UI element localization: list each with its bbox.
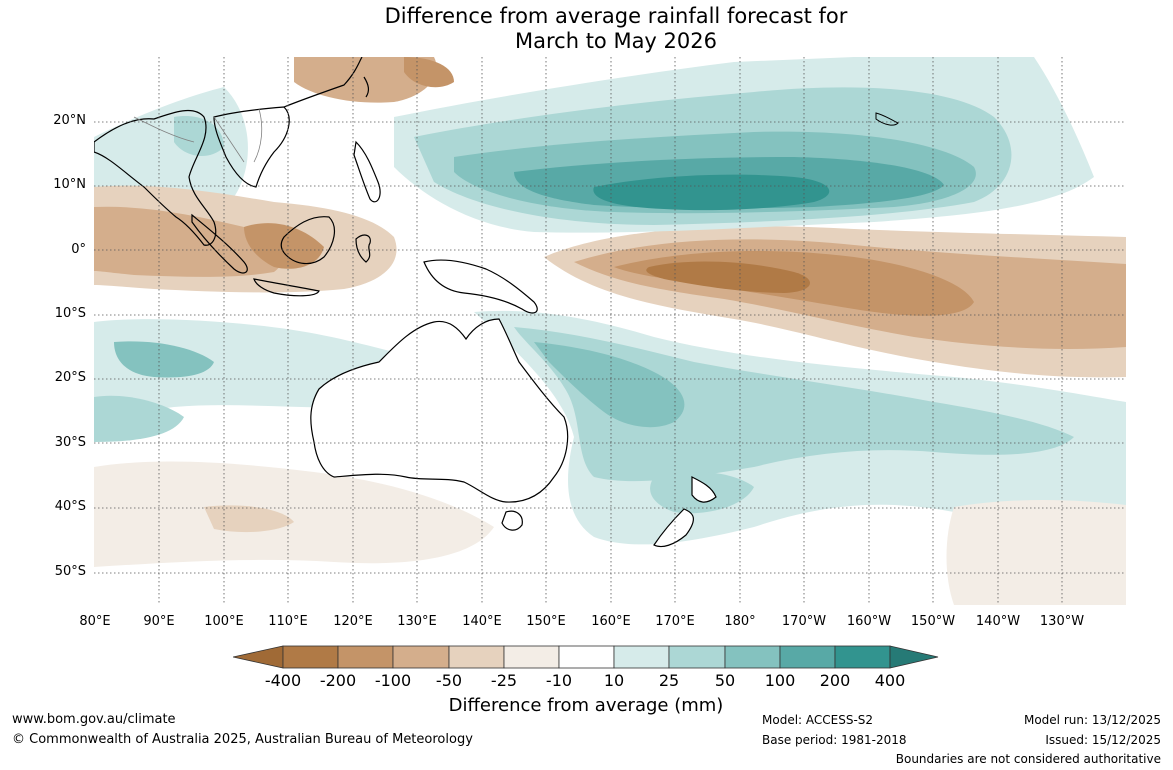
colorbar-label: 25 (658, 671, 680, 690)
rainfall-anomaly-map (94, 57, 1126, 605)
colorbar-swatch-6 (558, 645, 615, 669)
lat-label-20s: 20°S (54, 370, 86, 385)
lat-label-10n: 10°N (53, 177, 86, 192)
dry-anomaly-region-pacific (544, 226, 1126, 378)
dry-anomaly-region-southern-ocean (94, 461, 1126, 605)
lon-label-80e: 80°E (79, 614, 111, 629)
philippines-outline (353, 140, 381, 203)
lat-label-40s: 40°S (54, 499, 86, 514)
colorbar-swatch-3 (392, 645, 450, 669)
title-line-1: Difference from average rainfall forecas… (384, 4, 848, 28)
base-period: Base period: 1981-2018 (762, 733, 907, 747)
sumatra-outline (191, 213, 248, 274)
lon-label-150w: 150°W (910, 614, 956, 629)
lon-label-180: 180° (724, 614, 756, 629)
colorbar-label: -400 (264, 671, 302, 690)
colorbar (233, 645, 939, 669)
lon-label-160w: 160°W (846, 614, 892, 629)
lon-label-130e: 130°E (397, 614, 437, 629)
lon-label-150e: 150°E (526, 614, 566, 629)
australia-outline (310, 318, 569, 503)
colorbar-label: -100 (374, 671, 412, 690)
asia-borders (133, 108, 263, 163)
colorbar-swatch-extend-low (233, 645, 284, 669)
colorbar-swatch-11 (834, 645, 891, 669)
new-guinea-outline (423, 259, 538, 314)
colorbar-swatch-4 (448, 645, 505, 669)
colorbar-label: 100 (764, 671, 796, 690)
lat-label-50s: 50°S (54, 564, 86, 579)
dry-anomaly-region-maritime-continent (94, 57, 454, 293)
lon-label-100e: 100°E (204, 614, 244, 629)
indochina-outline (213, 106, 290, 188)
lon-label-140e: 140°E (462, 614, 502, 629)
tasmania-outline (501, 510, 523, 531)
colorbar-label: 400 (874, 671, 906, 690)
colorbar-title: Difference from average (mm) (448, 695, 724, 716)
asia-mainland-outline (94, 109, 217, 246)
wet-anomaly-region-pacific-north (394, 57, 1094, 233)
colorbar-label: -25 (490, 671, 518, 690)
colorbar-label: 50 (714, 671, 736, 690)
colorbar-swatch-2 (337, 645, 394, 669)
colorbar-label: 10 (603, 671, 625, 690)
title-line-2: March to May 2026 (515, 29, 717, 53)
lon-label-170e: 170°E (655, 614, 695, 629)
lon-label-120e: 120°E (333, 614, 373, 629)
lat-label-30s: 30°S (54, 435, 86, 450)
sulawesi-outline (355, 234, 371, 263)
japan-taiwan-outline (363, 76, 370, 98)
model-name: Model: ACCESS-S2 (762, 713, 874, 727)
java-outline (253, 278, 320, 297)
model-run-date: Model run: 13/12/2025 (1023, 713, 1161, 727)
map-gridlines (94, 57, 1126, 605)
lon-label-90e: 90°E (143, 614, 175, 629)
colorbar-swatch-8 (668, 645, 726, 669)
new-zealand-outline (653, 476, 717, 548)
colorbar-swatch-extend-high (889, 645, 939, 669)
colorbar-swatch-1 (282, 645, 339, 669)
lon-label-160e: 160°E (591, 614, 631, 629)
lon-label-110e: 110°E (268, 614, 308, 629)
colorbar-swatch-5 (503, 645, 560, 669)
chart-title: Difference from average rainfall forecas… (0, 4, 1173, 54)
website-link[interactable]: www.bom.gov.au/climate (12, 712, 176, 727)
copyright-text: © Commonwealth of Australia 2025, Austra… (12, 732, 473, 747)
colorbar-label: -200 (319, 671, 357, 690)
china-coast-outline (283, 57, 363, 108)
boundary-disclaimer: Boundaries are not considered authoritat… (895, 752, 1161, 766)
colorbar-label: 200 (819, 671, 851, 690)
colorbar-label: -10 (545, 671, 573, 690)
lon-label-170w: 170°W (781, 614, 827, 629)
lat-label-10s: 10°S (54, 306, 86, 321)
lon-label-140w: 140°W (975, 614, 1021, 629)
lat-label-20n: 20°N (53, 113, 86, 128)
lon-label-130w: 130°W (1039, 614, 1085, 629)
issued-date: Issued: 15/12/2025 (1045, 733, 1161, 747)
colorbar-label: -50 (435, 671, 463, 690)
lat-label-equator: 0° (71, 242, 86, 257)
hawaii-outline (875, 112, 899, 126)
colorbar-swatch-10 (779, 645, 836, 669)
colorbar-swatch-9 (724, 645, 781, 669)
colorbar-swatch-7 (613, 645, 670, 669)
